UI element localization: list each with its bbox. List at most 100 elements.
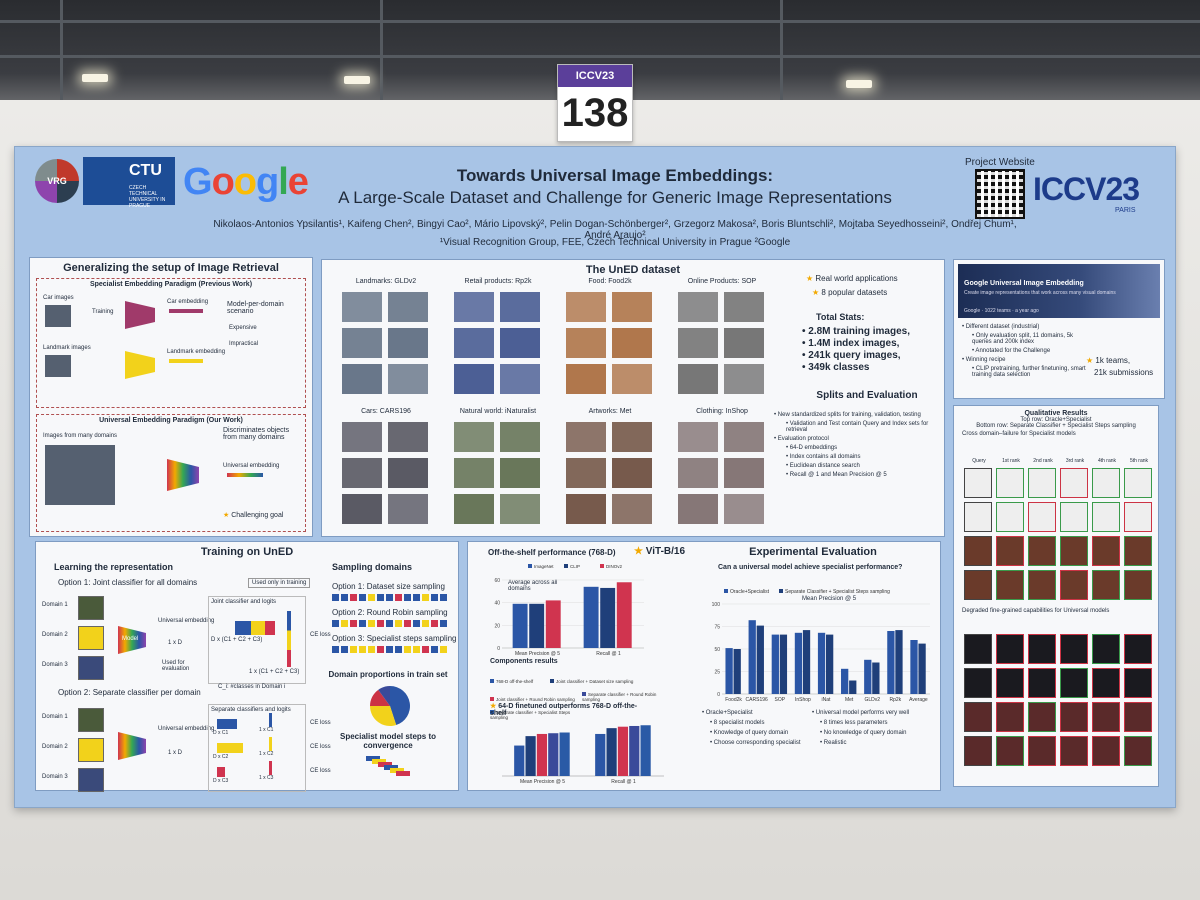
retrieval-result: [1092, 736, 1120, 766]
rank-column-label: 3rd rank: [1065, 458, 1085, 464]
generalizing-title: Generalizing the setup of Image Retrieva…: [63, 262, 279, 274]
bar: [595, 733, 606, 776]
ctu-logo-text: CTU: [129, 162, 162, 179]
joint-label: Joint classifier and logits: [211, 599, 277, 605]
sampling-step: [332, 594, 339, 601]
dataset-sample-image: [612, 364, 652, 394]
classifier-block: [217, 719, 237, 729]
top-row-label: Top row: Oracle+Specialist: [1020, 417, 1092, 423]
truss: [380, 0, 383, 100]
logit-dims: 1 x C1: [259, 727, 274, 733]
training-label: Training: [92, 309, 114, 315]
retrieval-result: [1060, 570, 1088, 600]
x-tick-label: Mean Precision @ 5: [515, 651, 560, 657]
step-block: [384, 765, 398, 770]
dataset-sample-image: [454, 292, 494, 322]
legend-swatch: [724, 589, 728, 593]
retrieval-result: [1060, 502, 1088, 532]
retrieval-result: [964, 634, 992, 664]
bar: [548, 733, 559, 776]
dataset-sample-image: [678, 328, 718, 358]
retrieval-result: [964, 702, 992, 732]
ci-note: C_i: #classes in Domain i: [218, 684, 286, 690]
sampling-step: [359, 620, 366, 627]
used-only-label: Used only in training: [248, 578, 311, 588]
car-model: [125, 301, 155, 329]
landmark-images: [45, 355, 71, 377]
domain-label: Domain 2: [42, 744, 68, 750]
submissions-label: 21k submissions: [1094, 368, 1154, 377]
sampling-step: [431, 620, 438, 627]
bar: [802, 630, 811, 694]
category-label: Retail products: Rp2k: [464, 278, 532, 285]
rank-column-label: Query: [972, 458, 986, 464]
y-tick-label: 50: [714, 647, 720, 653]
sampling-step: [341, 646, 348, 653]
sampling-step: [431, 646, 438, 653]
legend-swatch: [564, 564, 568, 568]
iccv-logo: ICCV23: [1033, 171, 1140, 207]
domain-label: Domain 3: [42, 662, 68, 668]
sampling-step: [350, 620, 357, 627]
legend-item: Separate classifier + Round Robin sampli…: [582, 692, 674, 702]
rank-column-label: 4th rank: [1097, 458, 1117, 464]
kaggle-item: • Different dataset (industrial): [962, 324, 1040, 330]
rank-column-label: 2nd rank: [1033, 458, 1053, 464]
sampling-step: [368, 620, 375, 627]
sampling-step: [377, 594, 384, 601]
cross-domain-label: Cross domain–failure for Specialist mode…: [962, 431, 1076, 437]
dataset-sample-image: [342, 328, 382, 358]
option1-1xd: 1 x D: [168, 640, 183, 646]
category-label: Natural world: iNaturalist: [459, 408, 537, 415]
generalizing-panel: Generalizing the setup of Image Retrieva…: [29, 257, 313, 537]
sampling-step: [377, 646, 384, 653]
sampling-step: [341, 594, 348, 601]
domain-label: Domain 2: [42, 632, 68, 638]
authors: Nikolaos-Antonios Ypsilantis¹, Kaifeng C…: [213, 219, 1017, 241]
category-label: Artworks: Met: [588, 408, 632, 415]
legend-label: DINOv2: [606, 564, 623, 569]
specialist-title: Specialist Embedding Paradigm (Previous …: [89, 281, 253, 288]
bar: [872, 662, 880, 694]
sampling-step: [359, 646, 366, 653]
impractical-label: Impractical: [229, 341, 259, 347]
retrieval-result: [996, 502, 1024, 532]
retrieval-result: [1028, 502, 1056, 532]
universal-title: Universal Embedding Paradigm (Our Work): [99, 417, 243, 424]
truss: [0, 55, 1200, 58]
sampling-step: [386, 620, 393, 627]
retrieval-result: [1028, 634, 1056, 664]
pie-slice: [370, 689, 390, 706]
dataset-sample-image: [724, 364, 764, 394]
chart-title: Mean Precision @ 5: [802, 596, 857, 602]
retrieval-result: [1092, 702, 1120, 732]
qualitative-title: Qualitative Results: [1024, 410, 1088, 417]
sampling-step: [422, 594, 429, 601]
retrieval-result: [1028, 536, 1056, 566]
bullet-item: • Universal model performs very well: [812, 710, 910, 716]
bar: [910, 640, 918, 694]
truss: [0, 20, 1200, 23]
y-tick-label: 20: [494, 623, 500, 629]
dataset-sample-image: [724, 458, 764, 488]
retrieval-result: [1124, 502, 1152, 532]
bar: [779, 634, 788, 694]
qr-code[interactable]: [975, 169, 1025, 219]
joint-classifier-box: Joint classifier and logits D x (C1 + C2…: [208, 596, 306, 684]
retrieval-result: [996, 702, 1024, 732]
legend-item: Oracle+Specialist: [724, 589, 769, 595]
bullet-item: • No knowledge of query domain: [820, 730, 907, 736]
mp5-chart: 0 25 50 75 100 Food2k CARS196 SOP InShop iNat Met G…: [712, 596, 930, 703]
title-line-2: A Large-Scale Dataset and Challenge for …: [338, 188, 892, 207]
dataset-sample-image: [678, 364, 718, 394]
finetuned-label: ★ 64-D finetuned outperforms 768-D off-t…: [490, 703, 638, 717]
expensive-label: Expensive: [229, 325, 257, 331]
category-label: Online Products: SOP: [687, 278, 757, 285]
splits-list: • New standardized splits for training, …: [774, 410, 940, 481]
challenge-banner[interactable]: Google Universal Image Embedding Create …: [958, 264, 1160, 318]
booth-sign: ICCV23 138: [557, 64, 633, 142]
training-panel: Training on UnED Learning the representa…: [35, 541, 459, 792]
option2-1xd: 1 x D: [168, 750, 183, 756]
ctu-logo-sub: CZECH TECHNICAL UNIVERSITY IN PRAGUE: [129, 185, 166, 209]
bar: [725, 648, 733, 694]
